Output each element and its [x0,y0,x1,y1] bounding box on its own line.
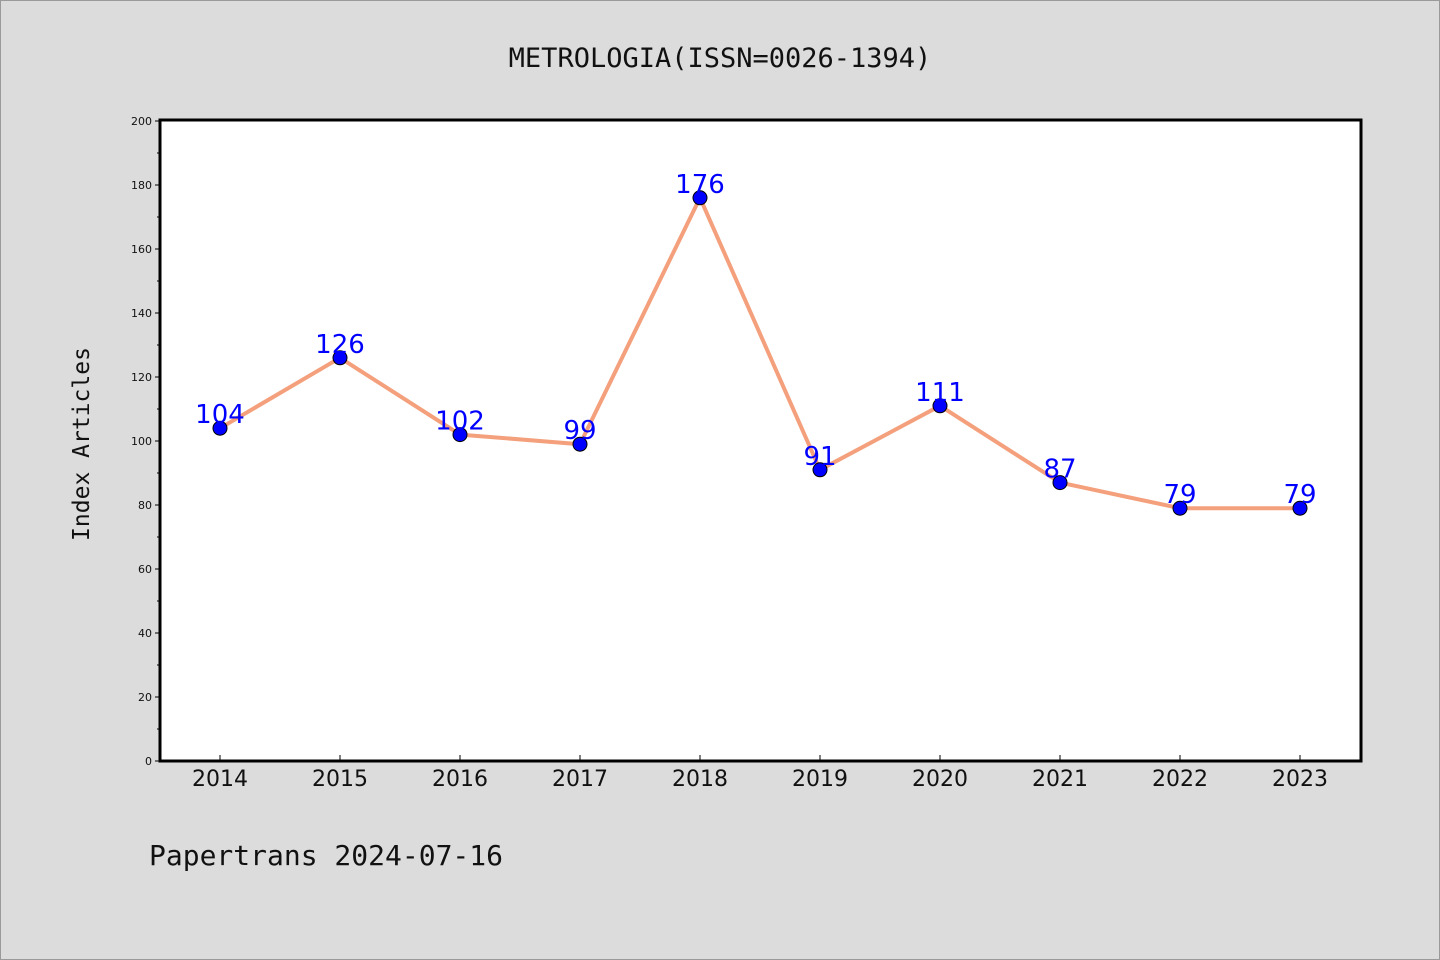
y-tick-label: 160 [131,243,152,256]
y-tick-label: 40 [138,627,152,640]
x-tick-label: 2022 [1152,767,1208,792]
data-label: 99 [563,416,596,446]
x-tick-label: 2016 [432,767,488,792]
x-tick-label: 2020 [912,767,968,792]
y-axis-label: Index Articles [69,347,95,541]
data-point [1172,500,1188,516]
series-line [218,195,1300,511]
data-point [212,420,228,436]
chart-title: METROLOGIA(ISSN=0026-1394) [509,43,932,74]
x-tick-label: 2018 [672,767,728,792]
data-label: 79 [1283,480,1316,510]
data-label: 87 [1043,455,1076,485]
data-point [1052,475,1068,491]
y-tick-label: 180 [131,179,152,192]
x-tick-label: 2021 [1032,767,1088,792]
data-label: 104 [195,400,245,430]
data-label: 91 [803,442,836,472]
data-label: 176 [675,170,725,200]
x-tick-label: 2023 [1272,767,1328,792]
x-tick-label: 2019 [792,767,848,792]
data-point [692,190,708,206]
data-label: 126 [315,330,365,360]
data-label: 102 [435,407,485,437]
x-tick-label: 2017 [552,767,608,792]
data-point [572,436,588,452]
data-label: 79 [1163,480,1196,510]
y-tick-label: 80 [138,499,152,512]
plot-area [158,118,1363,763]
y-tick-label: 200 [131,115,152,128]
y-tick-label: 20 [138,691,152,704]
data-label: 111 [915,378,965,408]
y-tick-label: 60 [138,563,152,576]
y-tick-label: 0 [145,755,152,768]
x-tick-label: 2015 [312,767,368,792]
data-point [932,398,948,414]
x-tick-label: 2014 [192,767,248,792]
series-group: 104 126 102 99 176 91 111 87 79 79 [195,170,1317,516]
x-axis-ticks: 2014 2015 2016 2017 2018 2019 2020 2021 2022 2023 [192,755,1328,792]
footer-watermark: Papertrans 2024-07-16 [149,839,503,872]
y-axis-ticks: 0 20 40 60 80 100 120 140 160 180 200 [131,115,161,768]
data-point [1292,500,1308,516]
y-tick-label: 100 [131,435,152,448]
y-tick-label: 140 [131,307,152,320]
data-point [812,462,828,478]
data-point [332,350,348,366]
data-point [452,427,468,443]
y-tick-label: 120 [131,371,152,384]
